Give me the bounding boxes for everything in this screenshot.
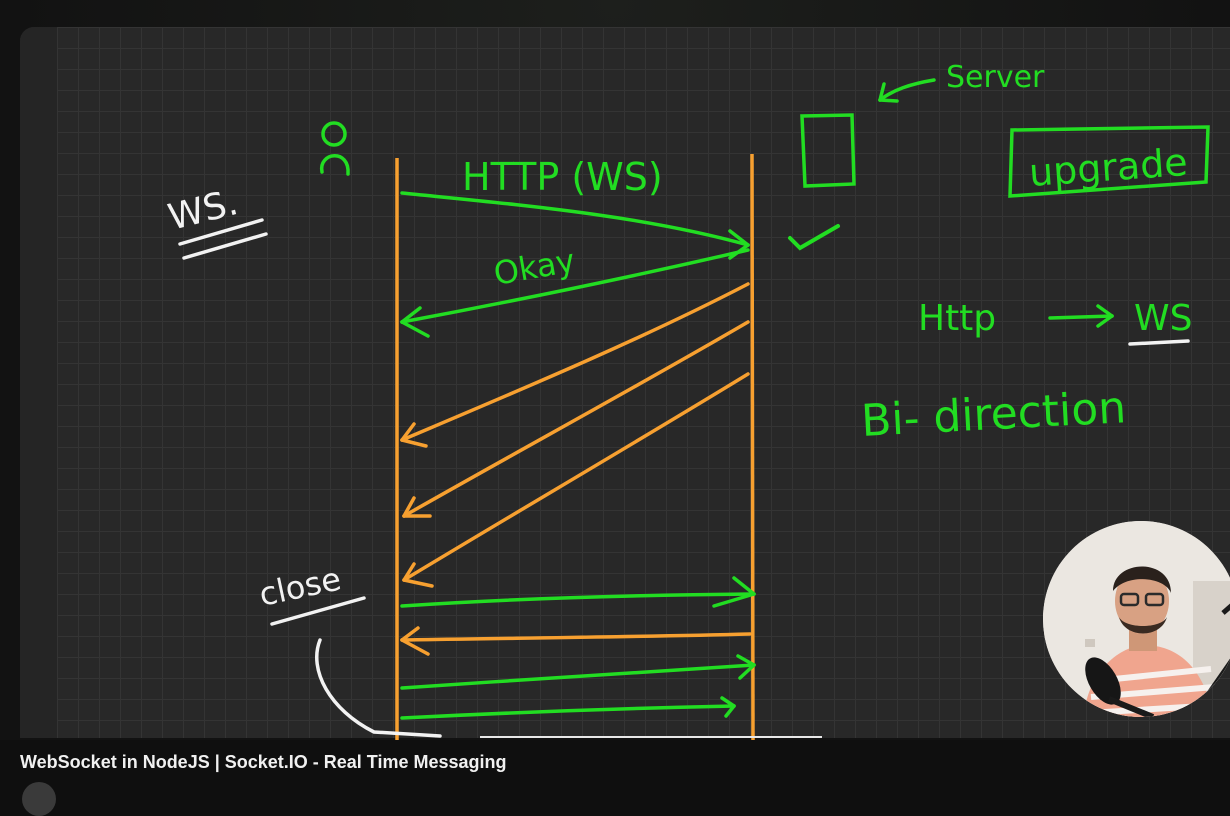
checkmark-icon	[788, 224, 840, 251]
bidirectional-arrows	[400, 576, 756, 720]
protocol-from-label: Http	[918, 298, 996, 339]
protocol-to-label: WS	[1134, 298, 1192, 339]
presenter-webcam	[1043, 521, 1230, 717]
ok-arrow	[400, 248, 750, 338]
video-player[interactable]: Server WS. HTTP (WS) Okay	[0, 0, 1230, 740]
protocol-arrow	[1048, 304, 1114, 328]
video-title[interactable]: WebSocket in NodeJS | Socket.IO - Real T…	[20, 752, 507, 772]
whiteboard-canvas	[20, 27, 1230, 738]
ws-underline	[178, 218, 268, 260]
whiteboard-drawing: Server WS. HTTP (WS) Okay	[164, 60, 1210, 740]
server-box-icon	[800, 113, 856, 188]
direction-label: Bi- direction	[860, 382, 1127, 447]
upgrade-label: upgrade	[1028, 140, 1189, 195]
whiteboard-side-strip	[20, 27, 57, 738]
close-underline-and-pointer	[270, 596, 442, 738]
server-pointer-arrow	[878, 78, 936, 103]
video-progress-segment[interactable]	[480, 736, 822, 738]
handshake-label: HTTP (WS)	[462, 155, 663, 199]
whiteboard-grid	[57, 27, 1230, 738]
upgrade-box	[1008, 125, 1210, 198]
channel-avatar[interactable]	[22, 782, 56, 816]
ok-label: Okay	[491, 241, 578, 293]
presenter-video-icon	[1043, 521, 1230, 717]
server-label: Server	[946, 60, 1045, 95]
protocol-to-underline	[1128, 339, 1190, 346]
handshake-arrow	[400, 191, 750, 260]
server-push-arrows	[400, 282, 750, 588]
server-lifeline	[750, 153, 755, 740]
person-icon	[320, 121, 350, 176]
